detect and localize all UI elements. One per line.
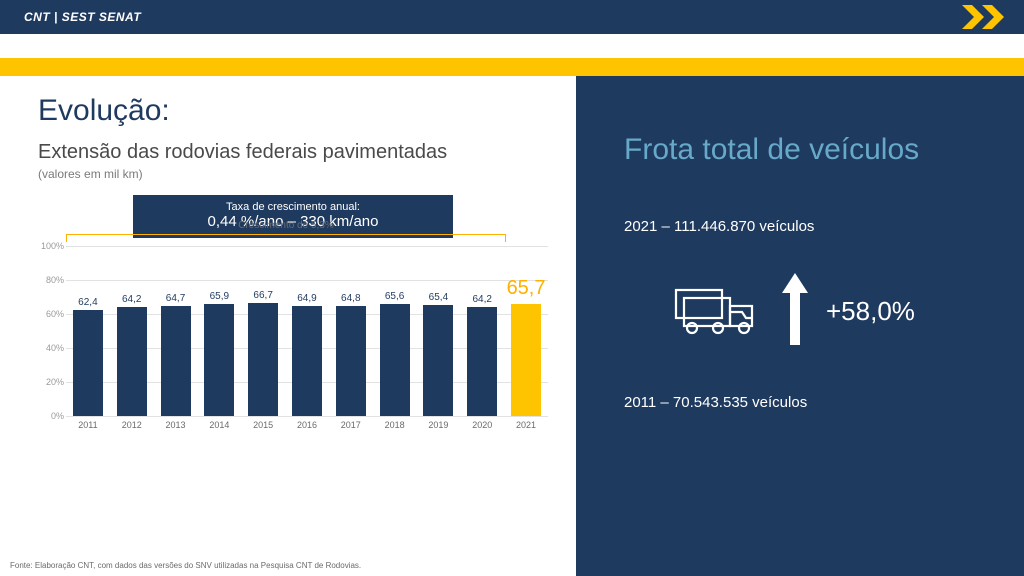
- page-title: Evolução:: [38, 94, 548, 128]
- x-tick-label: 2011: [68, 420, 108, 430]
- x-axis: 2011 2012 20132014 2015 2016 2017 20182019 2020…: [66, 420, 548, 430]
- right-panel: Frota total de veículos 2021 – 111.446.8…: [576, 76, 1024, 576]
- accent-band: [0, 58, 1024, 76]
- arrow-up-icon: [778, 269, 812, 354]
- bar-col: 64,8: [331, 306, 371, 416]
- bar-rect: [423, 305, 453, 416]
- x-tick-label: 2013: [156, 420, 196, 430]
- bar-col: 64,9: [287, 306, 327, 416]
- y-tick-label: 60%: [38, 309, 64, 319]
- bar-rect: [248, 303, 278, 416]
- x-tick-label: 2021: [506, 420, 546, 430]
- stat-2011: 2011 – 70.543.535 veículos: [624, 394, 984, 411]
- units-note: (valores em mil km): [38, 167, 548, 181]
- bar-value-label: 64,2: [472, 294, 491, 305]
- bar-rect: [204, 304, 234, 416]
- bar-rect: [292, 306, 322, 416]
- bar-value-label: 62,4: [78, 297, 97, 308]
- bar-value-label: 65,9: [210, 291, 229, 302]
- y-tick-label: 0%: [38, 411, 64, 421]
- bar-col: 66,7: [243, 303, 283, 416]
- y-tick-label: 100%: [38, 241, 64, 251]
- bar-value-label: 65,4: [429, 292, 448, 303]
- footnote: Fonte: Elaboração CNT, com dados das ver…: [10, 561, 361, 570]
- x-tick-label: 2018: [375, 420, 415, 430]
- y-tick-label: 80%: [38, 275, 64, 285]
- bar-col: 64,2: [112, 307, 152, 416]
- right-title: Frota total de veículos: [624, 132, 984, 168]
- bar-col: 65,6: [375, 304, 415, 416]
- gridline: [66, 416, 548, 417]
- bar-value-label: 64,7: [166, 293, 185, 304]
- brand-logo: CNT | SEST SENAT: [24, 10, 141, 24]
- bar-value-label: 64,2: [122, 294, 141, 305]
- growth-rate-label: Taxa de crescimento anual:: [143, 201, 443, 213]
- bar-col: 64,2: [462, 307, 502, 416]
- bar-value-label: 64,8: [341, 293, 360, 304]
- bar-rect: [73, 310, 103, 416]
- bracket-label: Crescimento de 5,3%: [66, 220, 506, 231]
- bar-col: 64,7: [156, 306, 196, 416]
- bar-rect: [511, 304, 541, 416]
- bars-container: 62,464,264,765,966,764,964,865,665,464,2…: [66, 246, 548, 416]
- bar-value-label: 66,7: [253, 290, 272, 301]
- page-subtitle: Extensão das rodovias federais pavimenta…: [38, 140, 548, 165]
- content-area: Evolução: Extensão das rodovias federais…: [0, 76, 1024, 576]
- fleet-icon-row: +58,0%: [664, 269, 984, 354]
- truck-icon: [664, 274, 764, 349]
- bar-rect: [336, 306, 366, 416]
- pct-change: +58,0%: [826, 296, 915, 327]
- bar-col: 65,7: [506, 304, 546, 416]
- bar-col: 65,4: [418, 305, 458, 416]
- y-tick-label: 20%: [38, 377, 64, 387]
- bar-col: 65,9: [199, 304, 239, 416]
- left-panel: Evolução: Extensão das rodovias federais…: [0, 76, 576, 576]
- x-tick-label: 2015: [243, 420, 283, 430]
- y-tick-label: 40%: [38, 343, 64, 353]
- x-tick-label: 2017: [331, 420, 371, 430]
- bar-rect: [161, 306, 191, 416]
- top-bar: CNT | SEST SENAT: [0, 0, 1024, 34]
- page: CNT | SEST SENAT Evolução: Extensão das …: [0, 0, 1024, 576]
- bar-chart: Crescimento de 5,3% 0%20%40%60%80%100% 6…: [38, 246, 548, 456]
- stat-2021: 2021 – 111.446.870 veículos: [624, 218, 984, 235]
- x-tick-label: 2016: [287, 420, 327, 430]
- chevron-icon: [958, 1, 1014, 38]
- x-tick-label: 2014: [199, 420, 239, 430]
- bar-rect: [117, 307, 147, 416]
- growth-bracket: Crescimento de 5,3%: [66, 224, 506, 244]
- bar-col: 62,4: [68, 310, 108, 416]
- bar-rect: [380, 304, 410, 416]
- bar-value-label: 65,7: [507, 277, 546, 300]
- x-tick-label: 2020: [462, 420, 502, 430]
- bar-rect: [467, 307, 497, 416]
- bar-value-label: 64,9: [297, 293, 316, 304]
- bar-value-label: 65,6: [385, 291, 404, 302]
- x-tick-label: 2019: [418, 420, 458, 430]
- x-tick-label: 2012: [112, 420, 152, 430]
